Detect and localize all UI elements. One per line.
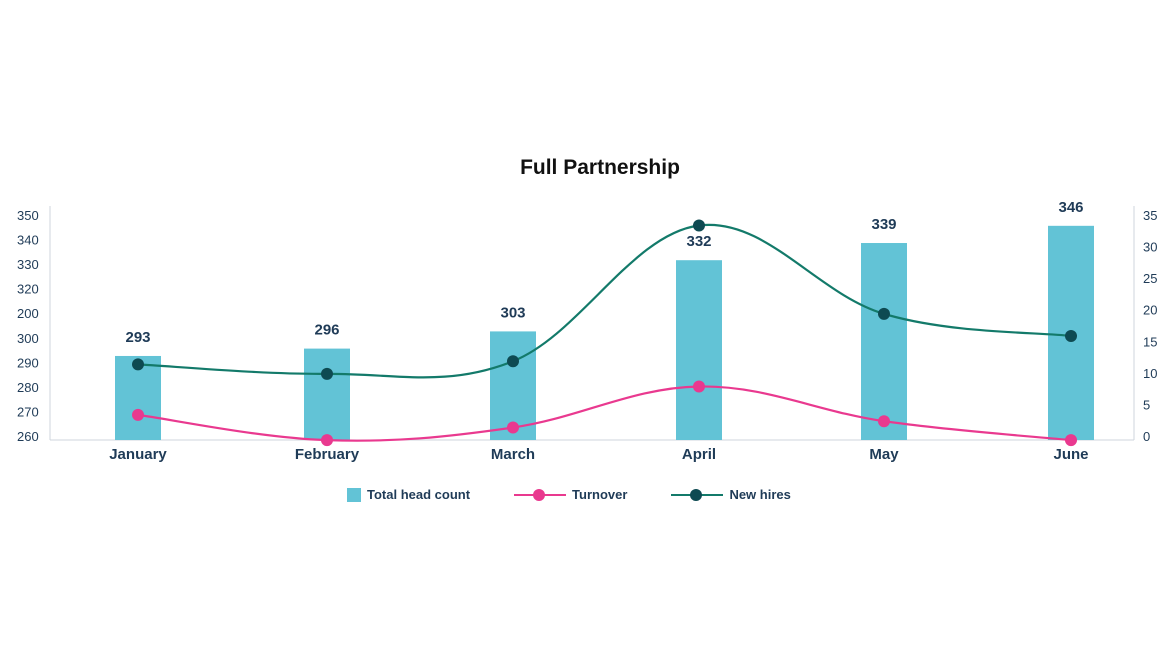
point-turnover	[693, 380, 705, 393]
point-new-hires	[507, 355, 519, 368]
legend-swatch-line	[671, 488, 724, 502]
point-new-hires	[132, 358, 144, 371]
point-new-hires	[1065, 329, 1077, 342]
bar-total-head-count	[676, 260, 722, 440]
left-axis-tick-label: 290	[17, 355, 39, 370]
left-axis-tick-label: 330	[17, 257, 39, 272]
right-axis-tick-label: 5	[1143, 397, 1150, 412]
legend-swatch-bar	[347, 487, 361, 502]
legend-label: New hires	[729, 487, 791, 502]
left-axis-tick-label: 300	[17, 331, 39, 346]
point-turnover	[507, 421, 519, 434]
right-axis-tick-label: 15	[1143, 334, 1157, 349]
left-axis-tick-label: 280	[17, 380, 39, 395]
bar-total-head-count	[861, 243, 907, 440]
bar-data-label: 296	[314, 322, 339, 339]
right-axis-tick-label: 0	[1143, 429, 1150, 444]
x-axis-category-label: March	[491, 446, 535, 463]
x-axis-category-label: May	[869, 446, 899, 463]
left-axis-tick-label: 320	[17, 282, 39, 297]
bar-data-label: 332	[686, 233, 711, 250]
left-axis-tick-label: 270	[17, 404, 39, 419]
point-turnover	[321, 434, 333, 447]
bar-total-head-count	[304, 348, 350, 440]
legend-item-total-head-count: Total head count	[347, 487, 470, 502]
chart-legend: Total head count Turnover New hires	[347, 487, 835, 502]
x-axis-category-label: February	[295, 446, 360, 463]
point-turnover	[878, 415, 890, 428]
left-axis-tick-label: 200	[17, 306, 39, 321]
right-axis-tick-label: 30	[1143, 240, 1157, 255]
line-new-hires	[137, 223, 1072, 379]
bar-data-label: 303	[500, 304, 525, 321]
bar-data-label: 346	[1058, 199, 1083, 216]
right-axis-tick-label: 35	[1143, 208, 1157, 223]
bar-data-label: 339	[871, 216, 896, 233]
legend-label: Total head count	[367, 487, 471, 502]
point-new-hires	[321, 367, 333, 380]
x-axis-category-label: June	[1053, 446, 1088, 463]
x-axis-category-label: January	[109, 446, 167, 463]
chart-title: Full Partnership	[520, 156, 680, 179]
point-turnover	[132, 408, 144, 421]
left-axis-tick-label: 260	[17, 429, 39, 444]
right-axis-tick-label: 10	[1143, 366, 1157, 381]
left-axis-tick-label: 350	[17, 208, 39, 223]
bar-data-label: 293	[125, 329, 150, 346]
legend-swatch-line	[514, 488, 567, 502]
legend-label: Turnover	[572, 487, 628, 502]
line-turnover	[137, 385, 1072, 442]
right-axis-tick-label: 20	[1143, 303, 1157, 318]
point-new-hires	[693, 219, 705, 232]
x-axis-category-label: April	[682, 446, 716, 463]
legend-item-new-hires: New hires	[671, 487, 791, 502]
point-new-hires	[878, 307, 890, 320]
point-turnover	[1065, 434, 1077, 447]
right-axis-tick-label: 25	[1143, 271, 1157, 286]
left-axis-tick-label: 340	[17, 233, 39, 248]
legend-item-turnover: Turnover	[514, 487, 627, 502]
